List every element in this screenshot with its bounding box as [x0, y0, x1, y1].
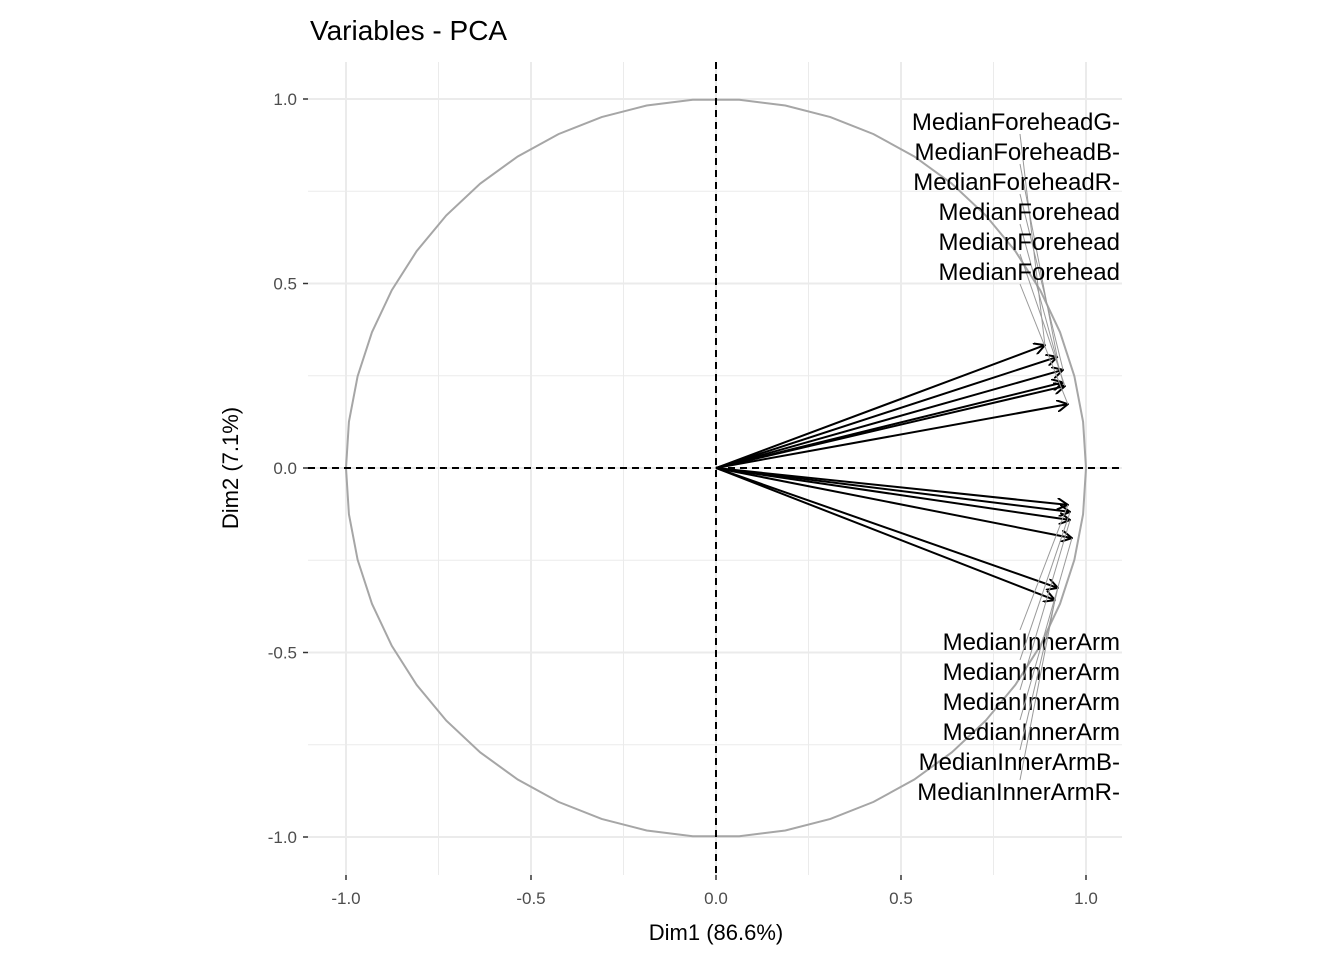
- label-leader-line: [1019, 511, 1071, 661]
- variable-arrow: [715, 467, 1072, 538]
- x-tick-label: 0.0: [704, 889, 728, 908]
- label-leader-line: [1019, 163, 1058, 358]
- y-tick-label: 0.0: [273, 459, 297, 478]
- variable-arrow: [715, 404, 1068, 469]
- label-leader-line: [1019, 133, 1046, 346]
- variable-label: MedianForeheadB-: [915, 139, 1120, 166]
- variable-arrow: [715, 370, 1063, 469]
- variable-arrow: [715, 467, 1055, 600]
- variable-arrow: [715, 386, 1065, 469]
- variable-label: MedianForehead: [939, 229, 1120, 256]
- variable-label: MedianForehead: [939, 259, 1120, 286]
- y-tick-label: 0.5: [273, 275, 297, 294]
- variable-label: MedianInnerArmR-: [917, 779, 1120, 806]
- variable-arrow: [715, 467, 1068, 505]
- label-leader-line: [1019, 283, 1069, 405]
- label-leader-line: [1019, 223, 1064, 383]
- variable-label: MedianForehead: [939, 199, 1120, 226]
- label-leader-line: [1019, 504, 1069, 631]
- variable-arrow: [715, 467, 1070, 520]
- x-tick-label: -1.0: [331, 889, 360, 908]
- variable-arrow: [715, 467, 1058, 588]
- variable-arrow: [715, 467, 1070, 512]
- y-tick-label: 1.0: [273, 90, 297, 109]
- variable-arrow: [715, 357, 1057, 469]
- label-leader-line: [1019, 519, 1071, 691]
- y-axis-title: Dim2 (7.1%): [218, 407, 243, 529]
- y-tick-label: -1.0: [268, 828, 297, 847]
- variable-label: MedianForeheadG-: [912, 109, 1120, 136]
- x-tick-label: 0.5: [889, 889, 913, 908]
- x-axis-title: Dim1 (86.6%): [649, 920, 783, 945]
- label-leader-line: [1019, 253, 1066, 387]
- variable-label: MedianInnerArmB-: [919, 749, 1120, 776]
- chart-title: Variables - PCA: [310, 15, 507, 46]
- x-tick-label: -0.5: [516, 889, 545, 908]
- label-leader-line: [1019, 600, 1056, 781]
- label-leader-line: [1019, 193, 1064, 370]
- x-tick-label: 1.0: [1074, 889, 1098, 908]
- variable-arrow: [715, 345, 1045, 469]
- label-leader-line: [1019, 537, 1073, 721]
- variable-labels: MedianForeheadG- MedianForeheadB- MedianFo…: [912, 109, 1120, 806]
- y-tick-label: -0.5: [268, 644, 297, 663]
- variable-label: MedianForeheadR-: [913, 169, 1120, 196]
